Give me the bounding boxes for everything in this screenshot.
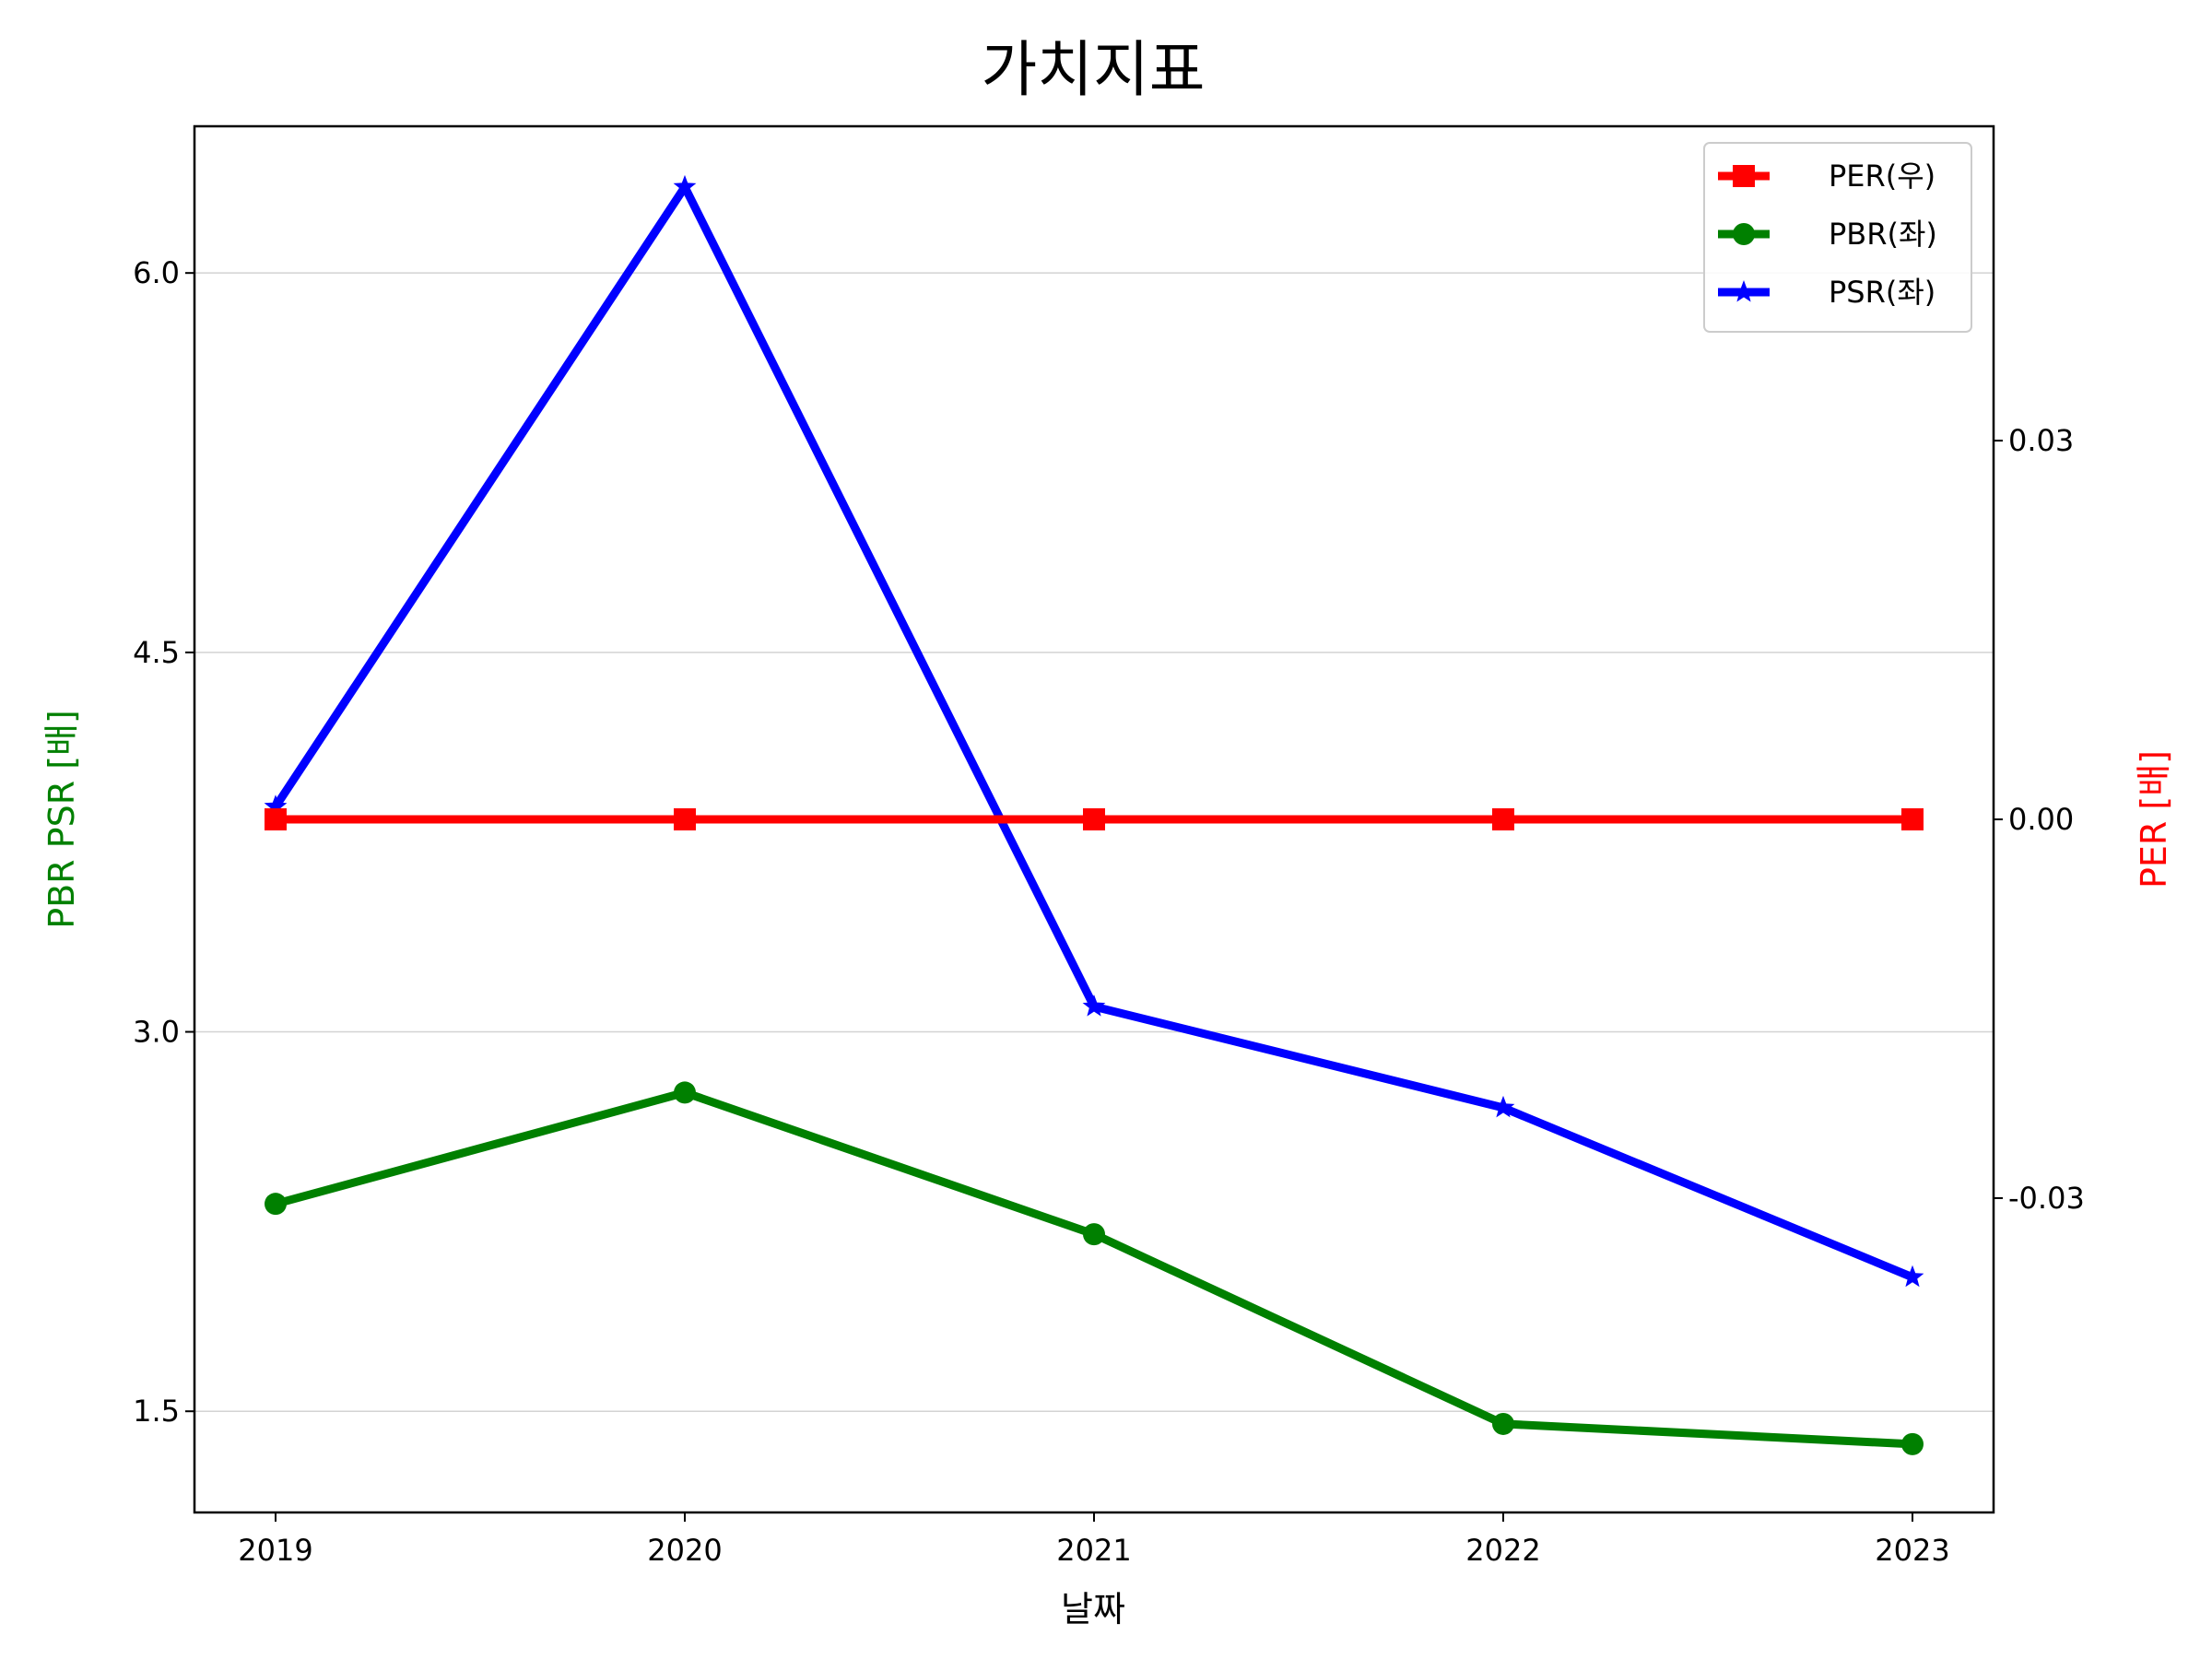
y-left-tick-label: 6.0 [133,255,180,290]
x-axis-label: 날짜 [1061,1589,1125,1630]
x-axis: 2019 2020 2021 2022 2023 [238,1512,1950,1568]
legend: PER(우) PBR(좌) PSR(좌) [1703,142,1972,333]
data-point-per [674,808,696,830]
data-point-per [1901,808,1924,830]
series-per [265,808,1924,830]
x-tick-label: 2021 [1056,1533,1131,1568]
y-left-tick-label: 1.5 [133,1394,180,1429]
data-point-pbr [674,1081,696,1104]
x-tick-label: 2019 [238,1533,312,1568]
y-right-tick-label: -0.03 [2008,1181,2085,1216]
legend-box [1703,142,1972,333]
data-point-pbr [265,1193,287,1216]
legend-label-psr: PSR(좌) [1829,275,1936,310]
y-axis-left: 1.5 3.0 4.5 6.0 [133,255,194,1429]
data-point-psr [1491,1095,1515,1118]
y-axis-left-label: PBR PSR [배] [41,710,82,929]
data-point-psr [264,794,288,817]
y-axis-right-label: PER [배] [2134,750,2174,888]
data-point-psr [673,174,697,197]
legend-marker-pbr [1733,223,1755,245]
data-point-pbr [1901,1432,1924,1455]
x-tick-label: 2022 [1465,1533,1540,1568]
legend-marker-psr [1732,280,1756,302]
legend-label-pbr: PBR(좌) [1829,217,1937,252]
data-point-pbr [1492,1412,1514,1435]
data-point-per [1083,808,1105,830]
y-axis-right: -0.03 0.00 0.03 [1994,423,2085,1216]
y-right-tick-label: 0.03 [2008,423,2074,458]
data-point-pbr [1083,1223,1105,1246]
x-tick-label: 2020 [647,1533,722,1568]
series-line-pbr [274,1088,1913,1449]
data-point-per [265,808,287,830]
series-pbr [265,1081,1924,1455]
y-left-tick-label: 3.0 [133,1015,180,1050]
legend-marker-per [1733,165,1755,187]
x-tick-label: 2023 [1875,1533,1949,1568]
gridlines [194,272,1994,1412]
data-point-psr [1082,994,1106,1017]
data-point-psr [1900,1265,1924,1288]
y-right-tick-label: 0.00 [2008,802,2074,837]
chart-title: 가치지표 [982,34,1206,105]
y-left-tick-label: 4.5 [133,635,180,670]
series-psr [264,174,1924,1288]
series-line-psr [272,182,1914,1281]
data-point-per [1492,808,1514,830]
legend-label-per: PER(우) [1829,159,1936,194]
series-layer [264,174,1924,1455]
